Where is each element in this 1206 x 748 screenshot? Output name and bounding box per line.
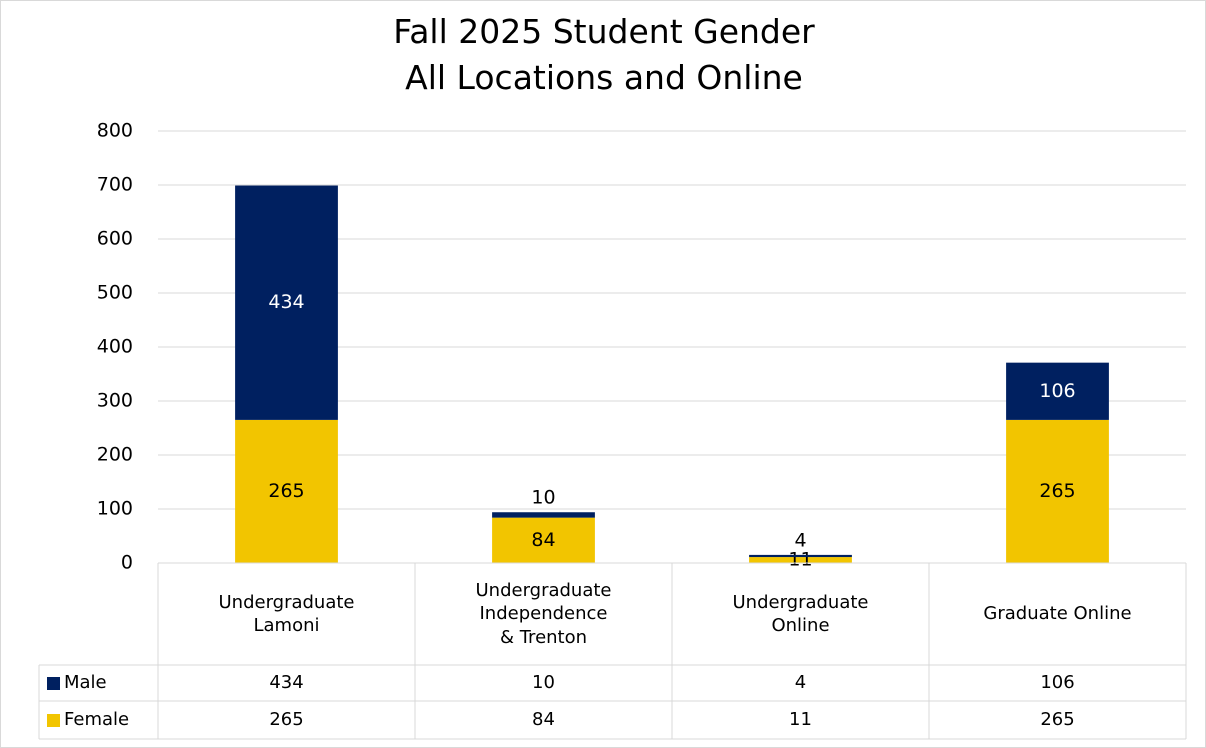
data-label: 106 xyxy=(1039,380,1075,402)
category-label: Undergraduate Online xyxy=(732,591,869,636)
data-label: 434 xyxy=(268,291,304,313)
y-tick-label: 800 xyxy=(97,120,133,142)
table-value: 10 xyxy=(532,672,555,694)
data-label: 84 xyxy=(531,529,555,551)
bar-segment xyxy=(235,185,338,420)
legend-key xyxy=(47,713,60,727)
chart-title: Fall 2025 Student Gender All Locations a… xyxy=(393,12,815,97)
data-label: 10 xyxy=(531,487,555,509)
bar-segment xyxy=(1006,419,1109,563)
bar-segment xyxy=(1006,362,1109,420)
data-label: 265 xyxy=(268,480,304,502)
legend-label: Female xyxy=(64,709,130,731)
data-label: 265 xyxy=(1039,480,1075,502)
data-label: 4 xyxy=(794,529,806,551)
legend-key xyxy=(47,676,60,690)
y-tick-label: 0 xyxy=(121,552,133,574)
y-tick-label: 200 xyxy=(97,444,133,466)
y-tick-label: 500 xyxy=(97,282,133,304)
bar-segment xyxy=(492,517,595,563)
legend-entry: Male xyxy=(39,665,158,701)
table-value: 434 xyxy=(269,672,304,694)
category-label: Undergraduate Independence & Trenton xyxy=(475,579,612,648)
table-value: 106 xyxy=(1040,672,1075,694)
bar-segment xyxy=(235,419,338,563)
table-value: 265 xyxy=(1040,709,1075,731)
y-tick-label: 400 xyxy=(97,336,133,358)
data-label: 11 xyxy=(788,549,812,571)
table-value: 265 xyxy=(269,709,304,731)
y-tick-label: 300 xyxy=(97,390,133,412)
category-label: Undergraduate Lamoni xyxy=(218,591,355,636)
y-tick-label: 100 xyxy=(97,498,133,520)
bar-segment xyxy=(749,557,852,563)
bar-segment xyxy=(492,512,595,518)
y-tick-label: 700 xyxy=(97,174,133,196)
legend-entry: Female xyxy=(39,701,158,739)
table-value: 4 xyxy=(794,672,807,694)
y-tick-label: 600 xyxy=(97,228,133,250)
legend-label: Male xyxy=(64,672,107,694)
category-label: Graduate Online xyxy=(983,603,1132,625)
table-value: 84 xyxy=(532,709,555,731)
bar-segment xyxy=(749,554,852,558)
table-value: 11 xyxy=(789,709,812,731)
